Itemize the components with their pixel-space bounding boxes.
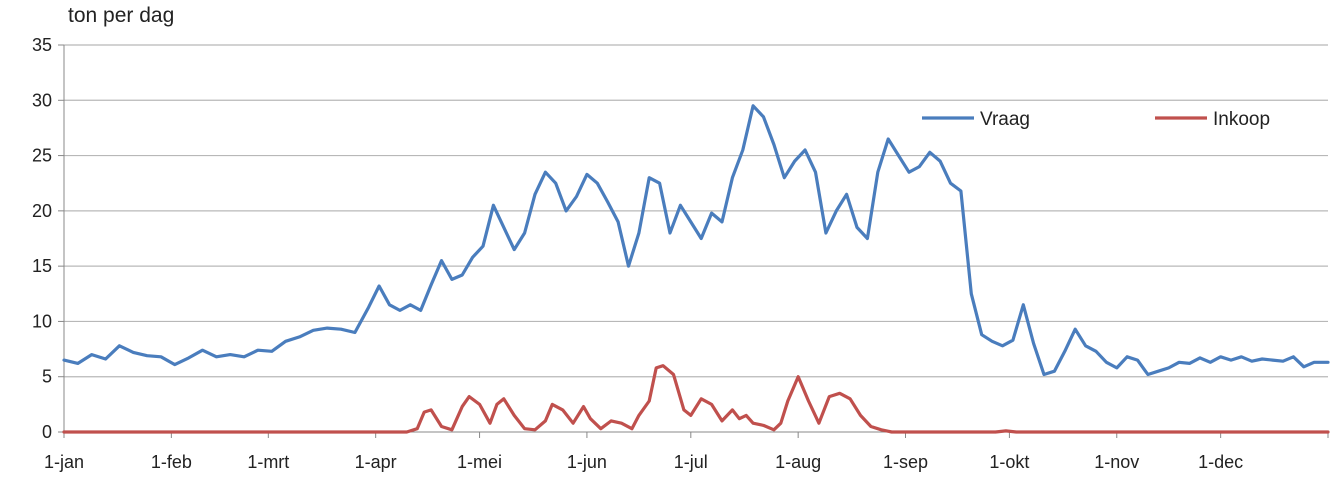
x-tick-label: 1-jul	[674, 452, 708, 472]
x-tick-label: 1-sep	[883, 452, 928, 472]
series-line-inkoop	[62, 364, 1330, 434]
y-tick-label: 35	[32, 35, 52, 55]
x-tick-label: 1-mei	[457, 452, 502, 472]
legend-label-inkoop: Inkoop	[1213, 109, 1270, 130]
axes	[63, 45, 1328, 433]
x-tick-label: 1-jun	[567, 452, 607, 472]
y-tick-label: 5	[42, 367, 52, 387]
y-tick-label: 15	[32, 256, 52, 276]
series-lines	[62, 104, 1330, 434]
x-tick-label: 1-nov	[1094, 452, 1139, 472]
y-tick-label: 0	[42, 422, 52, 442]
y-tick-label: 10	[32, 311, 52, 331]
x-tick-label: 1-dec	[1198, 452, 1243, 472]
x-tick-label: 1-mrt	[247, 452, 289, 472]
x-tick-label: 1-aug	[775, 452, 821, 472]
y-tick-label: 20	[32, 201, 52, 221]
legend-label-vraag: Vraag	[980, 109, 1030, 130]
x-tick-label: 1-apr	[355, 452, 397, 472]
x-tick-label: 1-okt	[989, 452, 1029, 472]
x-tick-label: 1-feb	[151, 452, 192, 472]
x-tick-label: 1-jan	[44, 452, 84, 472]
x-ticks: 1-jan 1-feb 1-mrt 1-apr 1-mei 1-jun 1-jul 1-aug…	[44, 432, 1329, 472]
y-tick-label: 30	[32, 90, 52, 110]
y-tick-label: 25	[32, 146, 52, 166]
y-axis-label: ton per dag	[68, 4, 175, 27]
gridlines	[64, 44, 1328, 378]
series-line-vraag	[62, 104, 1330, 377]
y-ticks: 0 5 10 15 20 25 30 35	[32, 35, 64, 442]
legend: Vraag Inkoop	[922, 109, 1270, 130]
